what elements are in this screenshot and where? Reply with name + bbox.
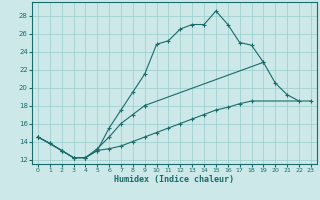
X-axis label: Humidex (Indice chaleur): Humidex (Indice chaleur) [115,175,234,184]
